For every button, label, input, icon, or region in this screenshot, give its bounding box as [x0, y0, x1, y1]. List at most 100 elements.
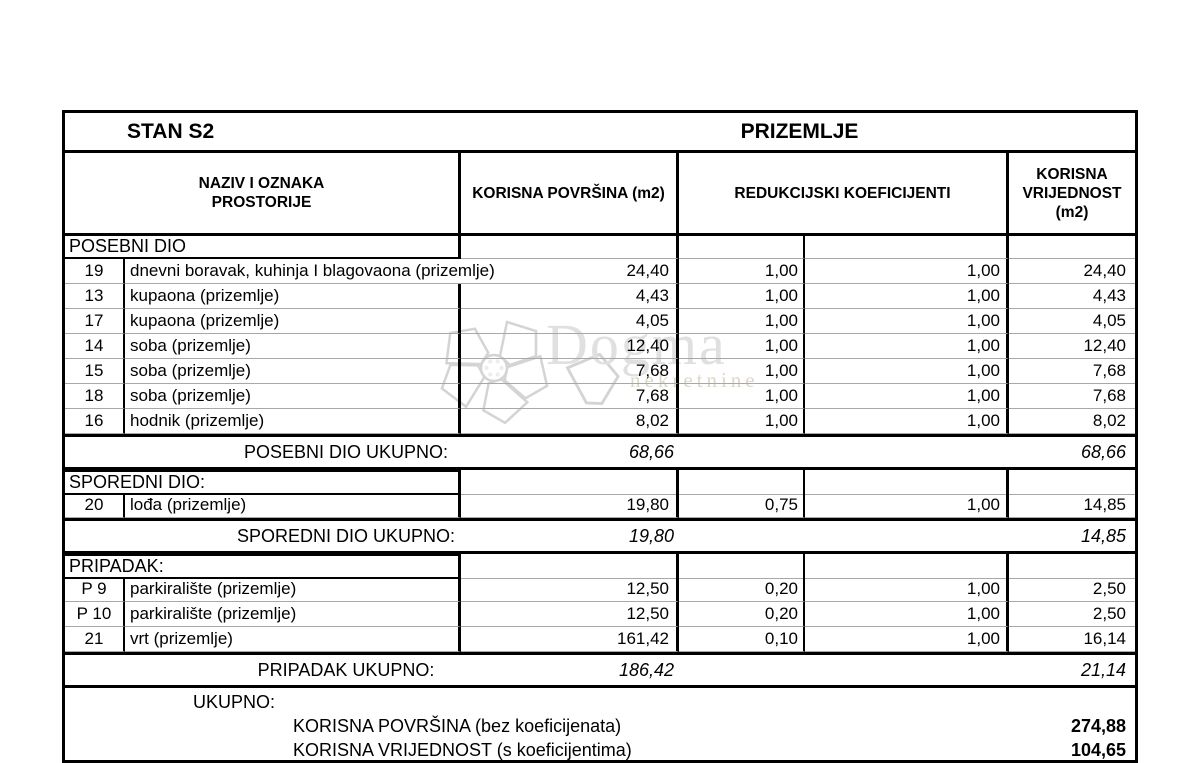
section-label: PRIPADAK:	[65, 554, 461, 579]
grand-total-heading: UKUPNO:	[193, 691, 276, 712]
room-area: 4,05	[461, 309, 679, 334]
room-coefficient-1: 1,00	[679, 409, 805, 434]
floor-title: PRIZEMLJE	[740, 119, 859, 143]
grand-total-value-value: 104,65	[1070, 739, 1126, 760]
room-id: 20	[65, 493, 125, 518]
section-total-value: 68,66	[1080, 441, 1126, 462]
room-area: 12,40	[461, 334, 679, 359]
room-id: 15	[65, 359, 125, 384]
section-total-row-sporedni: SPOREDNI DIO UKUPNO: 19,80 14,85	[65, 518, 1135, 554]
room-coefficient-1: 0,20	[679, 577, 805, 602]
room-area: 12,50	[461, 577, 679, 602]
room-id: 21	[65, 627, 125, 652]
room-coefficient-1: 0,75	[679, 493, 805, 518]
room-id: P 9	[65, 577, 125, 602]
col-header-povrsina: KORISNA POVRŠINA (m2)	[461, 153, 679, 233]
grand-total-area-line: KORISNA POVRŠINA (bez koeficijenata) 274…	[65, 714, 1135, 738]
table-row: 14 soba (prizemlje) 12,40 1,00 1,00 12,4…	[65, 334, 1135, 359]
col-header-naziv-line2: PROSTORIJE	[211, 194, 312, 211]
dogma-watermark-logo: Dogma nekretnine	[440, 312, 759, 425]
room-name: vrt (prizemlje)	[125, 627, 461, 652]
room-useful-value: 4,43	[1009, 284, 1135, 309]
room-id: 17	[65, 309, 125, 334]
room-area: 7,68	[461, 384, 679, 409]
room-coefficient-2: 1,00	[805, 284, 1009, 309]
room-coefficient-2: 1,00	[805, 384, 1009, 409]
section-header-row-sporedni-dio: SPOREDNI DIO:	[65, 470, 1135, 495]
room-coefficient-1: 0,10	[679, 627, 805, 652]
grand-total-value-line: KORISNA VRIJEDNOST (s koeficijentima) 10…	[65, 738, 1135, 762]
room-useful-value: 12,40	[1009, 334, 1135, 359]
room-useful-value: 7,68	[1009, 359, 1135, 384]
room-id: 19	[65, 259, 125, 284]
room-area: 19,80	[461, 493, 679, 518]
room-name: parkiralište (prizemlje)	[125, 602, 461, 627]
room-name: parkiralište (prizemlje)	[125, 577, 461, 602]
room-area: 7,68	[461, 359, 679, 384]
room-useful-value: 7,68	[1009, 384, 1135, 409]
section-total-row-pripadak: PRIPADAK UKUPNO: 186,42 21,14	[65, 652, 1135, 688]
room-coefficient-1: 1,00	[679, 334, 805, 359]
table-row: P 9 parkiralište (prizemlje) 12,50 0,20 …	[65, 577, 1135, 602]
room-coefficient-1: 1,00	[679, 309, 805, 334]
room-name: kupaona (prizemlje)	[125, 284, 461, 309]
room-coefficient-2: 1,00	[805, 259, 1009, 284]
room-coefficient-2: 1,00	[805, 627, 1009, 652]
section-total-label: PRIPADAK UKUPNO:	[257, 659, 435, 680]
section-total-area: 186,42	[618, 659, 674, 680]
room-id: 18	[65, 384, 125, 409]
grand-total-value-label: KORISNA VRIJEDNOST (s koeficijentima)	[293, 739, 632, 760]
room-useful-value: 8,02	[1009, 409, 1135, 434]
section-total-row-posebni: POSEBNI DIO UKUPNO: 68,66 68,66	[65, 434, 1135, 470]
room-name: soba (prizemlje)	[125, 359, 461, 384]
section-total-value: 14,85	[1080, 525, 1126, 546]
table-row: 17 kupaona (prizemlje) 4,05 1,00 1,00 4,…	[65, 309, 1135, 334]
watermark-petal	[498, 320, 538, 367]
room-name: soba (prizemlje)	[125, 384, 461, 409]
room-coefficient-2: 1,00	[805, 493, 1009, 518]
room-name: hodnik (prizemlje)	[125, 409, 461, 434]
room-coefficient-1: 1,00	[679, 259, 805, 284]
watermark-tagline-text: nekretnine	[630, 368, 759, 392]
section-label: POSEBNI DIO	[65, 236, 461, 259]
area-calculation-table: STAN S2 PRIZEMLJE NAZIV I OZNAKA PROSTOR…	[62, 110, 1138, 763]
room-coefficient-1: 0,20	[679, 602, 805, 627]
room-useful-value: 2,50	[1009, 577, 1135, 602]
room-coefficient-2: 1,00	[805, 334, 1009, 359]
col-header-naziv-line1: NAZIV I OZNAKA	[198, 175, 325, 192]
room-useful-value: 4,05	[1009, 309, 1135, 334]
room-name: kupaona (prizemlje)	[125, 309, 461, 334]
room-id: P 10	[65, 602, 125, 627]
room-area: 8,02	[461, 409, 679, 434]
table-row: P 10 parkiralište (prizemlje) 12,50 0,20…	[65, 602, 1135, 627]
section-header-row-pripadak: PRIPADAK:	[65, 554, 1135, 579]
section-total-area: 68,66	[628, 441, 674, 462]
room-name: dnevni boravak, kuhinja I blagovaona (pr…	[125, 259, 495, 284]
room-useful-value: 16,14	[1009, 627, 1135, 652]
table-row: 21 vrt (prizemlje) 161,42 0,10 1,00 16,1…	[65, 627, 1135, 652]
section-label: SPOREDNI DIO:	[65, 470, 461, 495]
watermark-petal	[440, 363, 486, 409]
table-row: 16 hodnik (prizemlje) 8,02 1,00 1,00 8,0…	[65, 409, 1135, 434]
room-coefficient-2: 1,00	[805, 309, 1009, 334]
watermark-brand-text: Dogma	[546, 312, 727, 377]
room-coefficient-1: 1,00	[679, 359, 805, 384]
grand-total-area-label: KORISNA POVRŠINA (bez koeficijenata)	[293, 715, 622, 736]
section-total-area: 19,80	[628, 525, 674, 546]
section-total-label: POSEBNI DIO UKUPNO:	[243, 441, 449, 462]
grand-total-area-value: 274,88	[1070, 715, 1126, 736]
section-header-row-posebni-dio: POSEBNI DIO	[65, 236, 1135, 259]
room-coefficient-2: 1,00	[805, 409, 1009, 434]
section-total-value: 21,14	[1080, 659, 1126, 680]
col-header-naziv: NAZIV I OZNAKA PROSTORIJE	[65, 153, 461, 233]
room-useful-value: 2,50	[1009, 602, 1135, 627]
room-coefficient-2: 1,00	[805, 359, 1009, 384]
apartment-title: STAN S2	[127, 119, 215, 143]
room-coefficient-2: 1,00	[805, 602, 1009, 627]
table-row: 18 soba (prizemlje) 7,68 1,00 1,00 7,68	[65, 384, 1135, 409]
room-coefficient-2: 1,00	[805, 577, 1009, 602]
room-id: 16	[65, 409, 125, 434]
table-row: 15 soba (prizemlje) 7,68 1,00 1,00 7,68	[65, 359, 1135, 384]
room-coefficient-1: 1,00	[679, 384, 805, 409]
